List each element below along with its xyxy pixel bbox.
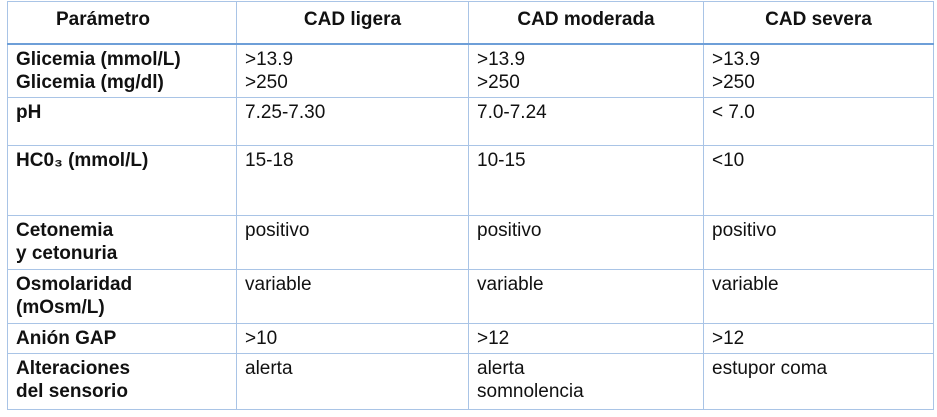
row-label: Anión GAP: [16, 328, 117, 349]
value-cell: 7.25-7.30: [236, 97, 469, 146]
cell-value: <10: [712, 150, 745, 171]
value-cell: alerta: [236, 353, 469, 410]
cell-value: variable: [245, 274, 312, 295]
value-cell: >12: [703, 323, 934, 354]
cell-value: alerta: [245, 358, 293, 379]
cell-value: positivo: [477, 220, 542, 241]
row-label: Glicemia (mmol/L): [16, 48, 181, 70]
header-cad-severa: CAD severa: [703, 1, 934, 45]
row-label: HC0₃ (mmol/L): [16, 150, 149, 171]
cell-value: alerta: [477, 358, 525, 379]
cad-comparison-table: Parámetro CAD ligera CAD moderada CAD se…: [7, 1, 934, 410]
value-cell: positivo: [468, 215, 704, 270]
value-cell: 15-18: [236, 145, 469, 216]
table-row: pH 7.25-7.30 7.0-7.24 < 7.0: [7, 97, 934, 146]
value-cell: variable: [703, 269, 934, 324]
cell-value: variable: [712, 274, 779, 295]
cell-value: >12: [712, 328, 745, 349]
row-label-cell: Osmolaridad (mOsm/L): [7, 269, 237, 324]
cell-value: positivo: [245, 220, 310, 241]
value-cell: >13.9 >250: [468, 43, 704, 98]
value-cell: >12: [468, 323, 704, 354]
row-label-cell: Anión GAP: [7, 323, 237, 354]
cell-value: >13.9: [477, 48, 526, 70]
value-cell: < 7.0: [703, 97, 934, 146]
header-cad-moderada: CAD moderada: [468, 1, 704, 45]
cell-value: >250: [245, 71, 288, 93]
value-cell: 7.0-7.24: [468, 97, 704, 146]
header-cad-ligera: CAD ligera: [236, 1, 469, 45]
value-cell: positivo: [236, 215, 469, 270]
value-cell: <10: [703, 145, 934, 216]
header-parametro: Parámetro: [7, 1, 237, 45]
value-cell: variable: [468, 269, 704, 324]
table-row: Cetonemia y cetonuria positivo positivo …: [7, 215, 934, 270]
cell-value: variable: [477, 274, 544, 295]
cell-value: >13.9: [245, 48, 294, 70]
table-row: Glicemia (mmol/L) Glicemia (mg/dl) >13.9…: [7, 43, 934, 98]
row-label-cell: Cetonemia y cetonuria: [7, 215, 237, 270]
row-label: (mOsm/L): [16, 297, 105, 318]
header-row: Parámetro CAD ligera CAD moderada CAD se…: [7, 1, 934, 45]
value-cell: estupor coma: [703, 353, 934, 410]
value-cell: >10: [236, 323, 469, 354]
cell-value: 15-18: [245, 150, 294, 171]
value-cell: alerta somnolencia: [468, 353, 704, 410]
value-cell: 10-15: [468, 145, 704, 216]
row-label-cell: Glicemia (mmol/L) Glicemia (mg/dl): [7, 43, 237, 98]
row-label: Osmolaridad: [16, 274, 133, 295]
cell-value: < 7.0: [712, 102, 755, 123]
row-label: Cetonemia: [16, 220, 114, 241]
table-row: HC0₃ (mmol/L) 15-18 10-15 <10: [7, 145, 934, 216]
row-label: y cetonuria: [16, 243, 118, 264]
cell-value: >12: [477, 328, 510, 349]
value-cell: variable: [236, 269, 469, 324]
value-cell: >13.9 >250: [703, 43, 934, 98]
row-label: del sensorio: [16, 381, 128, 402]
cell-value: >13.9: [712, 48, 761, 70]
cell-value: 7.0-7.24: [477, 102, 547, 123]
cell-value: >250: [712, 71, 755, 93]
table-row: Anión GAP >10 >12 >12: [7, 323, 934, 354]
row-label-cell: Alteraciones del sensorio: [7, 353, 237, 410]
cell-value: positivo: [712, 220, 777, 241]
row-label: Alteraciones: [16, 358, 131, 379]
cell-value: somnolencia: [477, 381, 584, 402]
cell-value: 7.25-7.30: [245, 102, 326, 123]
cell-value: estupor coma: [712, 358, 828, 379]
row-label: Glicemia (mg/dl): [16, 71, 164, 93]
row-label: pH: [16, 102, 42, 123]
value-cell: >13.9 >250: [236, 43, 469, 98]
cell-value: 10-15: [477, 150, 526, 171]
value-cell: positivo: [703, 215, 934, 270]
table-row: Alteraciones del sensorio alerta alerta …: [7, 353, 934, 410]
row-label-cell: pH: [7, 97, 237, 146]
cell-value: >10: [245, 328, 278, 349]
table-row: Osmolaridad (mOsm/L) variable variable v…: [7, 269, 934, 324]
row-label-cell: HC0₃ (mmol/L): [7, 145, 237, 216]
cell-value: >250: [477, 71, 520, 93]
